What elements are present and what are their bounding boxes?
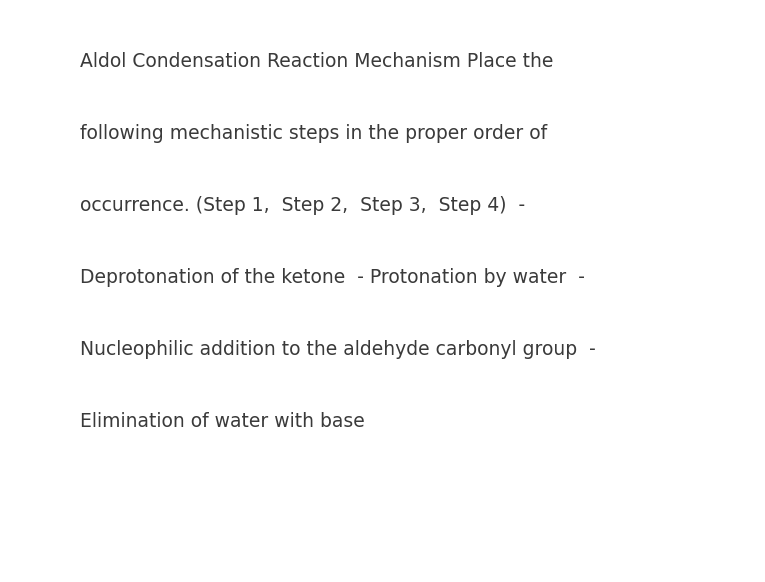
- Text: following mechanistic steps in the proper order of: following mechanistic steps in the prope…: [80, 124, 547, 143]
- Text: Elimination of water with base: Elimination of water with base: [80, 412, 365, 431]
- Text: Nucleophilic addition to the aldehyde carbonyl group  -: Nucleophilic addition to the aldehyde ca…: [80, 340, 596, 359]
- Text: Deprotonation of the ketone  - Protonation by water  -: Deprotonation of the ketone - Protonatio…: [80, 268, 585, 287]
- Text: Aldol Condensation Reaction Mechanism Place the: Aldol Condensation Reaction Mechanism Pl…: [80, 52, 553, 71]
- Text: occurrence. (Step 1,  Step 2,  Step 3,  Step 4)  -: occurrence. (Step 1, Step 2, Step 3, Ste…: [80, 196, 525, 215]
